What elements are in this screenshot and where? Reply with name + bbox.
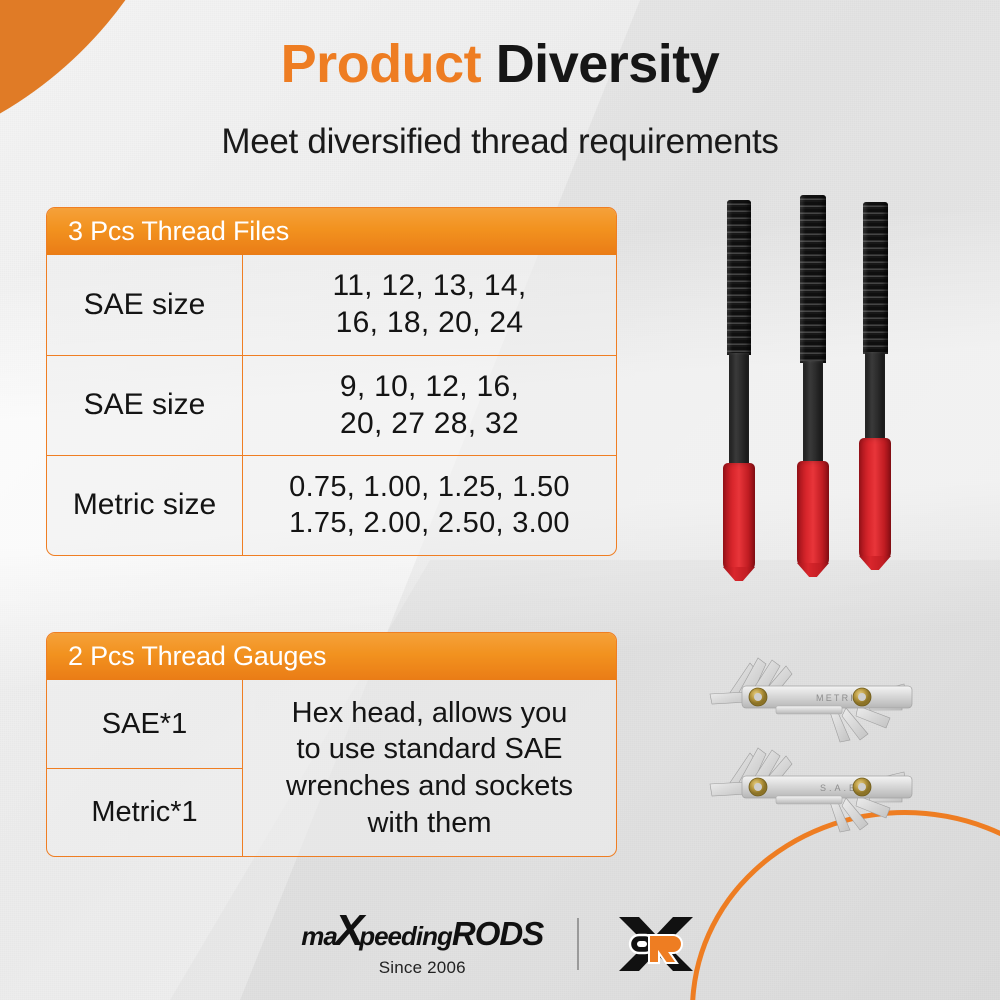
spec-table-thread-gauges: 2 Pcs Thread Gauges SAE*1 Metric*1 Hex h… xyxy=(46,632,617,857)
file-thread-head xyxy=(800,195,826,363)
page-title-accent: Product xyxy=(280,34,482,94)
svg-text:METRIC: METRIC xyxy=(816,693,864,703)
table-merged-value: Hex head, allows you to use standard SAE… xyxy=(243,680,616,856)
xor-monogram-logo xyxy=(618,916,693,971)
value-line: 11, 12, 13, 14, xyxy=(332,269,527,303)
table-heading-thread-gauges: 2 Pcs Thread Gauges xyxy=(47,633,616,680)
file-handle xyxy=(859,438,891,562)
spec-table-thread-files: 3 Pcs Thread Files SAE size SAE size Met… xyxy=(46,207,617,556)
wordmark-post: RODS xyxy=(451,915,544,952)
value-line: 20, 27 28, 32 xyxy=(339,406,520,440)
table-body-thread-files: SAE size SAE size Metric size 11, 12, 13… xyxy=(47,255,616,555)
wordmark-pre: ma xyxy=(301,921,338,951)
value-line: 16, 18, 20, 24 xyxy=(335,306,524,339)
table-label-column: SAE size SAE size Metric size xyxy=(47,255,243,555)
value-line: 1.75, 2.00, 2.50, 3.00 xyxy=(289,506,570,539)
page-title: Product Diversity xyxy=(0,34,1000,94)
thread-file-item xyxy=(796,195,830,570)
file-thread-head xyxy=(727,200,751,355)
brand-tagline: Since 2006 xyxy=(378,958,466,977)
file-shaft xyxy=(729,353,749,468)
value-line: wrenches and sockets xyxy=(286,770,573,802)
page-subtitle: Meet diversified thread requirements xyxy=(221,122,779,161)
table-row-label: SAE size xyxy=(83,287,206,321)
table-value-column: 11, 12, 13, 14, 16, 18, 20, 24 9, 10, 12… xyxy=(243,255,616,555)
value-line: with them xyxy=(367,806,492,839)
table-label-column: SAE*1 Metric*1 xyxy=(47,680,243,856)
table-row-label: SAE*1 xyxy=(101,707,188,740)
wordmark-mid: peeding xyxy=(359,921,453,951)
footer-divider xyxy=(577,917,579,970)
value-line: 9, 10, 12, 16, xyxy=(339,369,520,403)
table-row-value: 0.75, 1.00, 1.25, 1.50 1.75, 2.00, 2.50,… xyxy=(243,455,616,555)
table-value-column: Hex head, allows you to use standard SAE… xyxy=(243,680,616,856)
table-row-value: 11, 12, 13, 14, 16, 18, 20, 24 xyxy=(243,255,616,355)
file-handle xyxy=(797,461,829,569)
table-heading-thread-files: 3 Pcs Thread Files xyxy=(47,208,616,255)
table-row-label: Metric*1 xyxy=(47,768,242,856)
value-line: Hex head, allows you xyxy=(291,696,568,729)
page-title-main: Diversity xyxy=(495,34,720,94)
file-shaft xyxy=(803,361,823,465)
file-thread-head xyxy=(863,202,888,354)
thread-gauges-photo: METRIC S.A.E xyxy=(709,657,913,833)
table-body-thread-gauges: SAE*1 Metric*1 Hex head, allows you to u… xyxy=(47,680,616,856)
maxpeedingrods-logo: ma X peeding RODS Since 2006 xyxy=(301,906,544,978)
footer-branding: ma X peeding RODS Since 2006 xyxy=(0,909,1000,978)
table-row-label: Metric size xyxy=(47,455,242,555)
value-line: 0.75, 1.00, 1.25, 1.50 xyxy=(289,471,570,504)
wordmark-x: X xyxy=(334,906,364,955)
file-shaft xyxy=(865,352,885,440)
value-line: to use standard SAE xyxy=(296,733,563,766)
thread-file-item xyxy=(858,202,892,570)
thread-gauge-sae: S.A.E xyxy=(709,747,913,833)
file-handle xyxy=(723,463,755,573)
svg-text:S.A.E: S.A.E xyxy=(820,783,858,793)
thread-file-item xyxy=(722,200,756,573)
table-row-label: SAE size xyxy=(47,355,242,455)
thread-files-photo xyxy=(700,190,940,573)
thread-gauge-metric: METRIC xyxy=(709,657,913,743)
table-row-value: 9, 10, 12, 16, 20, 27 28, 32 xyxy=(243,355,616,455)
brand-wordmark: ma X peeding RODS xyxy=(301,906,544,955)
